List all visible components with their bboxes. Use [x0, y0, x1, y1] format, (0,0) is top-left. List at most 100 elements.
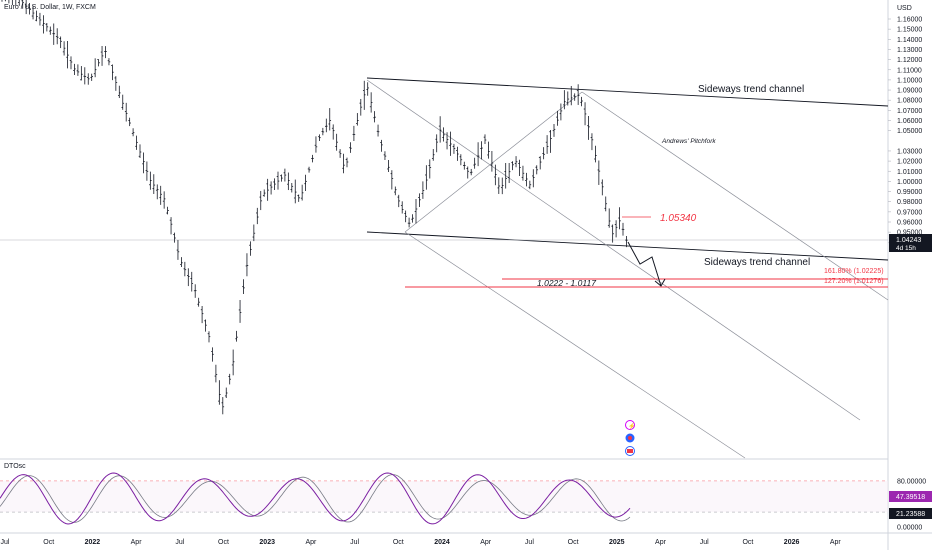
price-bar [400, 201, 404, 214]
price-bar [145, 161, 149, 181]
label-channel-bottom[interactable]: Sideways trend channel [704, 257, 810, 268]
label-fib-161[interactable]: 161.80% (1.02225) [824, 268, 884, 275]
price-bar [483, 134, 487, 145]
price-bar [73, 63, 76, 75]
price-bar [518, 159, 521, 176]
price-bar [187, 268, 190, 287]
price-bar [494, 164, 497, 186]
label-target-zone[interactable]: 1.0222 - 1.0117 [537, 278, 596, 288]
price-bar [352, 125, 356, 142]
price-bar [55, 28, 59, 45]
price-bar [211, 347, 214, 362]
price-bar [459, 154, 463, 166]
price-bar [314, 136, 318, 153]
price-tick-label: 0.98000 [897, 199, 922, 206]
price-axis[interactable]: 1.16000 1.15000 1.14000 1.13000 1.12000 1.110… [888, 17, 922, 248]
price-bar [573, 93, 576, 101]
price-tick-label: 1.07000 [897, 108, 922, 115]
price-bar [607, 208, 611, 228]
label-fib-127[interactable]: 127.20% (1.01276) [824, 278, 884, 285]
osc-tick-label: 80.00000 [897, 479, 926, 486]
price-bar [235, 330, 238, 342]
price-bar [311, 154, 314, 163]
lightning-event-icon[interactable] [625, 420, 635, 430]
price-bar [425, 165, 428, 190]
time-tick-label: 2023 [259, 539, 275, 546]
price-bar [404, 210, 407, 223]
projection-path[interactable] [627, 241, 662, 287]
event-icons[interactable]: ⚡ [625, 420, 636, 456]
price-bar [283, 168, 287, 182]
time-tick-label: 2025 [609, 539, 625, 546]
last-price-badge [889, 234, 932, 252]
osc-value-2: 21.23588 [896, 511, 925, 518]
price-bar [438, 116, 442, 143]
price-bar [514, 156, 518, 168]
price-bar [563, 90, 566, 110]
osc-axis[interactable]: 80.00000 0.00000 [897, 479, 926, 532]
price-bar [621, 222, 625, 236]
andrews-pitchfork[interactable] [366, 79, 889, 459]
price-bar [142, 152, 145, 174]
time-tick-label: 2026 [784, 539, 800, 546]
time-tick-label: Oct [43, 539, 54, 546]
price-bar [487, 141, 490, 159]
price-bar [504, 162, 507, 189]
price-bar [162, 191, 166, 209]
price-tick-label: 1.09000 [897, 88, 922, 95]
price-bar [542, 147, 545, 160]
price-bar [507, 163, 511, 184]
price-bar [418, 193, 421, 207]
price-tick-label: 0.95000 [897, 230, 922, 237]
price-bar [24, 0, 28, 15]
oscillator-title[interactable]: DTOsc [4, 463, 26, 470]
price-bar [21, 0, 24, 9]
price-bar [362, 80, 366, 110]
price-bar [580, 96, 583, 107]
price-bar [583, 102, 587, 126]
osc-band [0, 481, 888, 512]
channel-top-line[interactable] [366, 77, 889, 107]
price-bar [149, 171, 152, 190]
price-bar [538, 156, 542, 170]
label-pitchfork[interactable]: Andrews' Pitchfork [661, 138, 716, 145]
price-bar [31, 5, 35, 20]
price-bar [62, 41, 66, 56]
price-bar [349, 142, 352, 153]
price-bar [535, 165, 539, 175]
price-bar [49, 26, 52, 35]
price-bar [259, 190, 263, 211]
price-tick-label: 1.14000 [897, 37, 922, 44]
price-bar [625, 236, 628, 248]
price-bar [287, 172, 290, 191]
channel-bottom-line[interactable] [366, 231, 889, 261]
price-bar [59, 36, 62, 49]
price-tick-label: 1.00000 [897, 179, 922, 186]
symbol-header[interactable]: Euro / U.S. Dollar, 1W, FXCM [4, 4, 96, 11]
price-bar [328, 108, 332, 131]
price-bar [614, 220, 618, 238]
price-tick-label: 1.01000 [897, 169, 922, 176]
label-channel-top[interactable]: Sideways trend channel [698, 84, 804, 95]
price-bar [345, 157, 349, 168]
label-level-1[interactable]: 1.05340 [660, 213, 697, 224]
price-tick-label: 1.13000 [897, 47, 922, 54]
price-bar [456, 146, 459, 161]
price-bar [256, 207, 259, 225]
price-bar [107, 58, 111, 66]
price-bar [80, 66, 83, 81]
price-bar [549, 130, 552, 153]
price-bar [321, 127, 325, 136]
price-bar [304, 174, 307, 191]
price-bar [293, 179, 297, 204]
price-bar [121, 94, 125, 110]
price-bar [66, 40, 69, 69]
time-tick-label: Oct [742, 539, 753, 546]
osc-value-1: 47.39518 [896, 494, 925, 501]
price-bar [111, 64, 114, 81]
price-bar [297, 194, 300, 202]
price-bars [1, 0, 628, 415]
time-tick-label: 2024 [434, 539, 450, 546]
time-axis[interactable]: Jul Oct 2022 Apr Jul Oct 2023 Apr Jul Oct 2024 Apr J… [1, 539, 842, 546]
